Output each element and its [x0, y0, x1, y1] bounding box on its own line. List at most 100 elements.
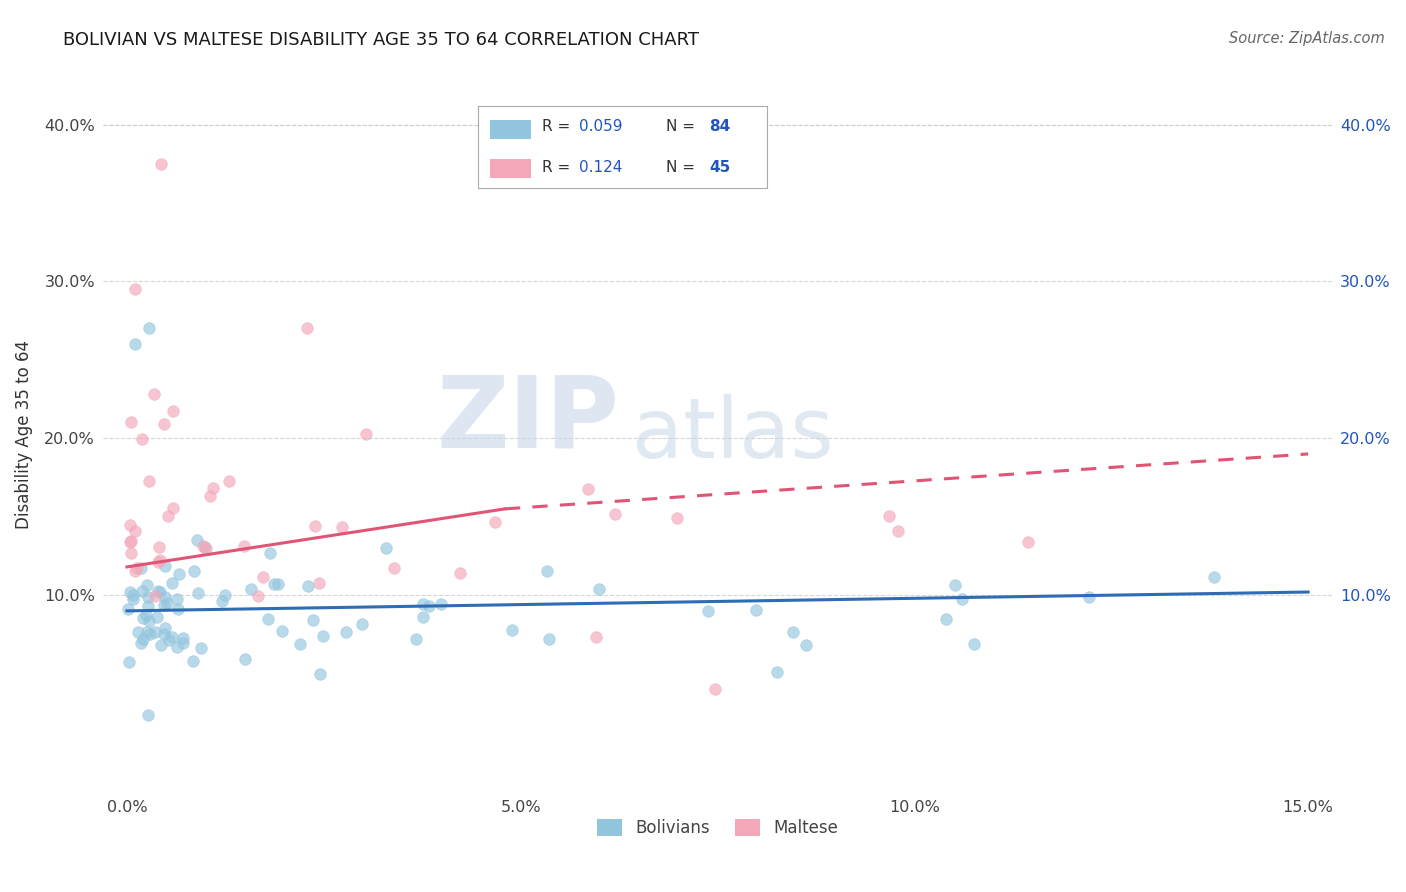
- Point: [120, 584, 142, 599]
- Point: [200, 489, 222, 503]
- Point: [794, 638, 817, 652]
- Point: [588, 582, 610, 596]
- Point: [156, 596, 179, 610]
- Legend: Bolivians, Maltese: Bolivians, Maltese: [591, 812, 845, 844]
- Point: [744, 602, 766, 616]
- Point: [129, 560, 152, 574]
- Point: [127, 624, 149, 639]
- Point: [350, 617, 373, 632]
- Point: [267, 577, 290, 591]
- Point: [146, 583, 169, 598]
- Point: [143, 387, 166, 401]
- Point: [193, 540, 215, 554]
- Point: [696, 604, 718, 618]
- Point: [124, 564, 146, 578]
- Point: [950, 592, 973, 607]
- Point: [143, 589, 166, 603]
- Point: [172, 631, 194, 645]
- Point: [152, 627, 174, 641]
- Point: [1077, 590, 1099, 604]
- Point: [335, 624, 357, 639]
- Point: [879, 508, 901, 523]
- Point: [138, 614, 160, 628]
- Point: [135, 624, 157, 639]
- Point: [252, 570, 274, 584]
- Text: ZIP: ZIP: [436, 372, 619, 468]
- Point: [330, 520, 353, 534]
- Point: [138, 474, 160, 488]
- Point: [271, 624, 294, 638]
- Point: [430, 597, 453, 611]
- Point: [412, 598, 434, 612]
- Point: [233, 539, 256, 553]
- Point: [304, 518, 326, 533]
- Point: [382, 561, 405, 575]
- Text: atlas: atlas: [631, 394, 834, 475]
- Point: [312, 629, 335, 643]
- Point: [120, 546, 142, 560]
- Point: [131, 583, 153, 598]
- Point: [765, 665, 787, 679]
- Point: [256, 612, 278, 626]
- Point: [214, 588, 236, 602]
- Point: [155, 621, 177, 635]
- Point: [187, 586, 209, 600]
- Point: [308, 667, 330, 681]
- Point: [290, 636, 312, 650]
- Point: [301, 613, 323, 627]
- Point: [120, 535, 142, 549]
- Point: [149, 584, 172, 599]
- Point: [120, 533, 142, 548]
- Point: [117, 602, 139, 616]
- Point: [536, 564, 558, 578]
- Point: [162, 631, 184, 645]
- Point: [943, 578, 966, 592]
- Point: [167, 602, 190, 616]
- Point: [118, 655, 141, 669]
- Point: [131, 432, 153, 446]
- Point: [263, 577, 285, 591]
- Point: [887, 524, 910, 539]
- Point: [183, 565, 205, 579]
- Point: [418, 599, 440, 614]
- Point: [153, 591, 176, 605]
- Point: [157, 508, 180, 523]
- Point: [484, 515, 506, 529]
- Point: [162, 500, 184, 515]
- Point: [259, 546, 281, 560]
- Point: [143, 625, 166, 640]
- Point: [124, 282, 146, 296]
- Point: [181, 654, 204, 668]
- Point: [211, 594, 233, 608]
- Point: [162, 404, 184, 418]
- Point: [132, 611, 155, 625]
- Point: [138, 321, 160, 335]
- Point: [124, 337, 146, 351]
- Point: [666, 511, 689, 525]
- Point: [152, 599, 174, 613]
- Point: [412, 609, 434, 624]
- Point: [124, 524, 146, 538]
- Point: [538, 632, 561, 646]
- Point: [136, 591, 159, 605]
- Point: [782, 625, 804, 640]
- Point: [125, 561, 148, 575]
- Point: [172, 636, 194, 650]
- Point: [1204, 570, 1226, 584]
- Point: [962, 637, 984, 651]
- Point: [135, 607, 157, 622]
- Point: [201, 481, 224, 495]
- Point: [194, 542, 217, 557]
- Point: [186, 533, 208, 547]
- Point: [576, 482, 599, 496]
- Point: [136, 577, 159, 591]
- Point: [149, 638, 172, 652]
- Point: [146, 555, 169, 569]
- Point: [354, 427, 377, 442]
- Point: [1017, 535, 1039, 549]
- Point: [603, 507, 626, 521]
- Point: [152, 417, 174, 431]
- Point: [139, 627, 162, 641]
- Text: Source: ZipAtlas.com: Source: ZipAtlas.com: [1229, 31, 1385, 46]
- Point: [122, 587, 145, 601]
